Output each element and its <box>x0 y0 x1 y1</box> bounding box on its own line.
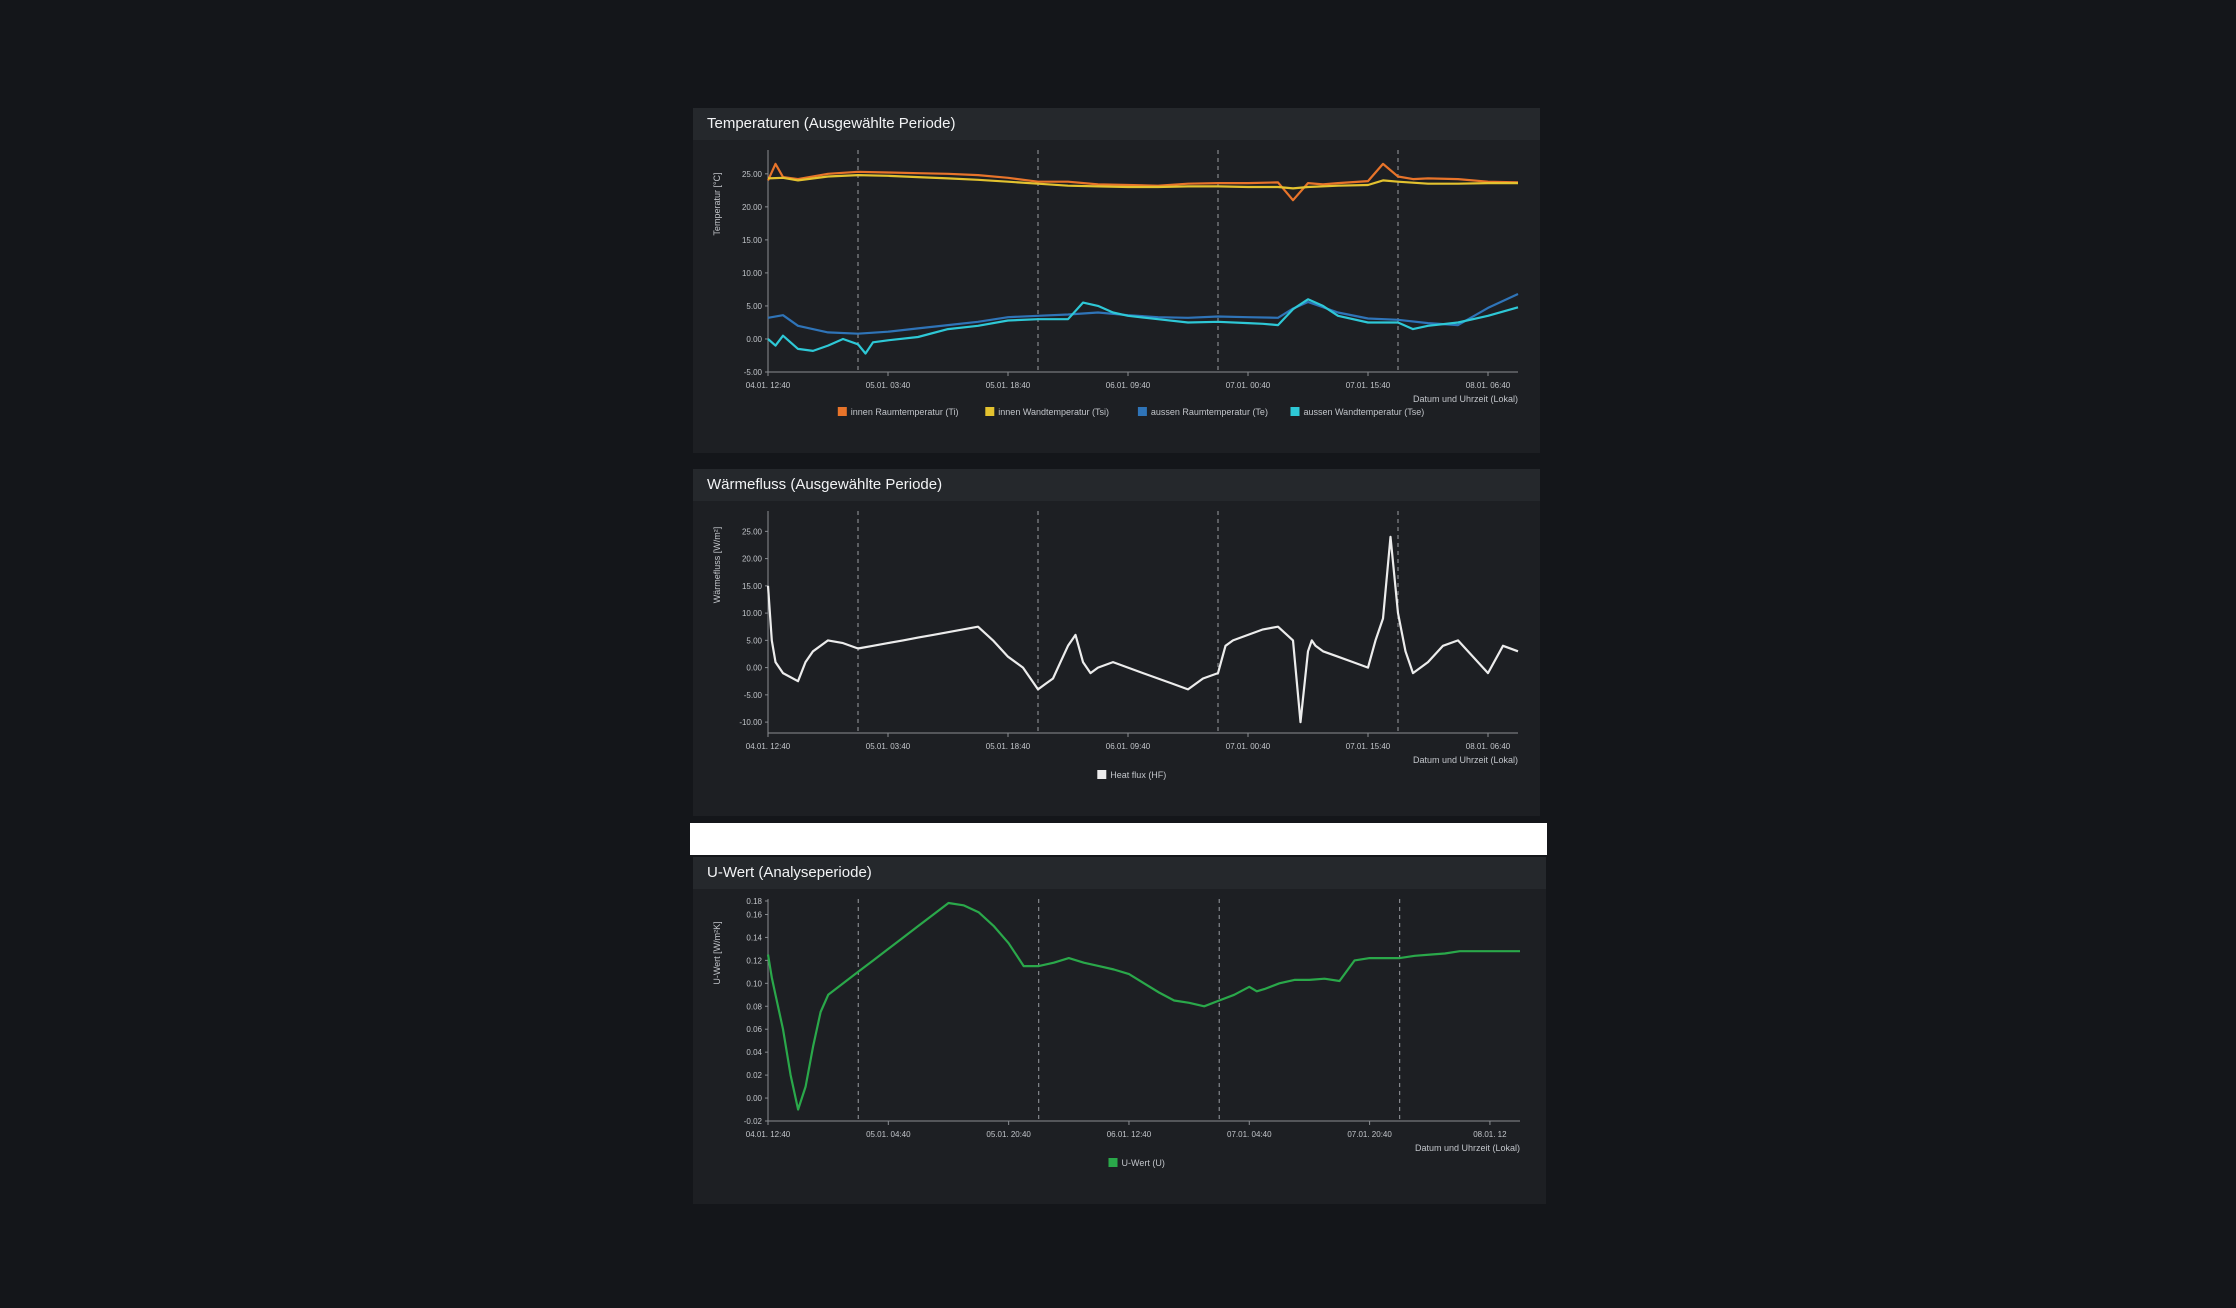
legend-label-1: innen Wandtemperatur (Tsi) <box>998 407 1109 417</box>
y-tick-label: -0.02 <box>744 1117 763 1126</box>
temperature-chart: 25.00 20.00 15.00 10.00 5.00 0.00 -5.00 04.01. … <box>712 150 1519 417</box>
x-tick-label: 07.01. 00:40 <box>1226 742 1271 751</box>
x-tick-label: 05.01. 20:40 <box>986 1130 1031 1139</box>
series-line-0 <box>766 535 1519 724</box>
y-tick-label: 10.00 <box>742 269 763 278</box>
heatflux-panel-title: Wärmefluss (Ausgewählte Periode) <box>693 469 1540 501</box>
uwert-panel-title: U-Wert (Analyseperiode) <box>693 857 1546 889</box>
y-axis-label: U-Wert [W/m²K] <box>712 921 722 984</box>
y-tick-label: 0.08 <box>746 1002 762 1011</box>
legend-swatch-1 <box>985 407 995 416</box>
x-tick-label: 07.01. 00:40 <box>1226 381 1271 390</box>
legend-swatch-0 <box>1108 1158 1118 1167</box>
legend-label-0: U-Wert (U) <box>1122 1158 1165 1168</box>
y-axis-label: Temperatur [°C] <box>712 172 722 235</box>
series-line-0 <box>766 162 1519 202</box>
y-tick-label: 0.10 <box>746 979 762 988</box>
y-tick-label: 0.18 <box>746 897 762 906</box>
x-tick-label: 08.01. 12 <box>1473 1130 1507 1139</box>
y-tick-label: 0.00 <box>746 1094 762 1103</box>
legend-label-3: aussen Wandtemperatur (Tse) <box>1304 407 1425 417</box>
legend-label-0: innen Raumtemperatur (Ti) <box>851 407 959 417</box>
heatflux-chart: 25.00 20.00 15.00 10.00 5.00 0.00 -5.00 -10.00 0… <box>712 511 1519 780</box>
y-tick-label: 0.12 <box>746 956 762 965</box>
x-tick-label: 05.01. 03:40 <box>866 381 911 390</box>
series-line-2 <box>767 293 1519 335</box>
uwert-chart: 0.18 0.16 0.14 0.12 0.10 0.08 0.06 0.04 0.02 0.00… <box>712 897 1520 1168</box>
y-tick-label: 20.00 <box>742 203 763 212</box>
y-tick-label: 25.00 <box>742 170 763 179</box>
y-tick-label: 10.00 <box>742 609 763 618</box>
x-tick-label: 04.01. 12:40 <box>746 1130 791 1139</box>
series-line-0 <box>766 901 1520 1111</box>
x-tick-label: 04.01. 12:40 <box>746 381 791 390</box>
x-axis-label: Datum und Uhrzeit (Lokal) <box>1413 394 1518 404</box>
x-tick-label: 07.01. 15:40 <box>1346 742 1391 751</box>
x-tick-label: 06.01. 09:40 <box>1106 742 1151 751</box>
legend-label-0: Heat flux (HF) <box>1110 770 1166 780</box>
y-tick-label: 5.00 <box>746 302 762 311</box>
y-tick-label: 15.00 <box>742 582 763 591</box>
legend-swatch-2 <box>1137 407 1147 416</box>
y-tick-label: 0.00 <box>746 335 762 344</box>
separator-band <box>690 823 1547 855</box>
y-axis-label: Wärmefluss [W/m²] <box>712 527 722 604</box>
series-line-3 <box>767 298 1519 355</box>
x-tick-label: 07.01. 04:40 <box>1227 1130 1272 1139</box>
y-tick-label: -10.00 <box>739 718 762 727</box>
x-tick-label: 07.01. 20:40 <box>1347 1130 1392 1139</box>
x-axis-label: Datum und Uhrzeit (Lokal) <box>1413 755 1518 765</box>
y-tick-label: 0.04 <box>746 1048 762 1057</box>
x-tick-label: 05.01. 04:40 <box>866 1130 911 1139</box>
y-tick-label: 0.14 <box>746 933 762 942</box>
x-axis-label: Datum und Uhrzeit (Lokal) <box>1415 1143 1520 1153</box>
y-tick-label: 0.06 <box>746 1025 762 1034</box>
legend-swatch-0 <box>837 407 847 416</box>
legend-swatch-3 <box>1290 407 1300 416</box>
uwert-panel: U-Wert (Analyseperiode) 0.18 0.16 0.14 0.12… <box>693 857 1546 1204</box>
y-tick-label: 5.00 <box>746 636 762 645</box>
heatflux-panel: Wärmefluss (Ausgewählte Periode) 25.00 20… <box>693 469 1540 816</box>
temperature-panel-title: Temperaturen (Ausgewählte Periode) <box>693 108 1540 140</box>
series-line-1 <box>767 173 1518 190</box>
x-tick-label: 08.01. 06:40 <box>1466 381 1511 390</box>
temperature-panel: Temperaturen (Ausgewählte Periode) 25.00… <box>693 108 1540 453</box>
x-tick-label: 08.01. 06:40 <box>1466 742 1511 751</box>
y-tick-label: 0.16 <box>746 910 762 919</box>
x-tick-label: 05.01. 18:40 <box>986 742 1031 751</box>
x-tick-label: 05.01. 18:40 <box>986 381 1031 390</box>
x-tick-label: 06.01. 12:40 <box>1107 1130 1152 1139</box>
x-tick-label: 07.01. 15:40 <box>1346 381 1391 390</box>
y-tick-label: 0.02 <box>746 1071 762 1080</box>
y-tick-label: 15.00 <box>742 236 763 245</box>
legend-swatch-0 <box>1097 770 1107 779</box>
x-tick-label: 05.01. 03:40 <box>866 742 911 751</box>
y-tick-label: 0.00 <box>746 664 762 673</box>
y-tick-label: -5.00 <box>744 368 763 377</box>
y-tick-label: 25.00 <box>742 527 763 536</box>
y-tick-label: 20.00 <box>742 555 763 564</box>
x-tick-label: 06.01. 09:40 <box>1106 381 1151 390</box>
x-tick-label: 04.01. 12:40 <box>746 742 791 751</box>
legend-label-2: aussen Raumtemperatur (Te) <box>1151 407 1268 417</box>
y-tick-label: -5.00 <box>744 691 763 700</box>
